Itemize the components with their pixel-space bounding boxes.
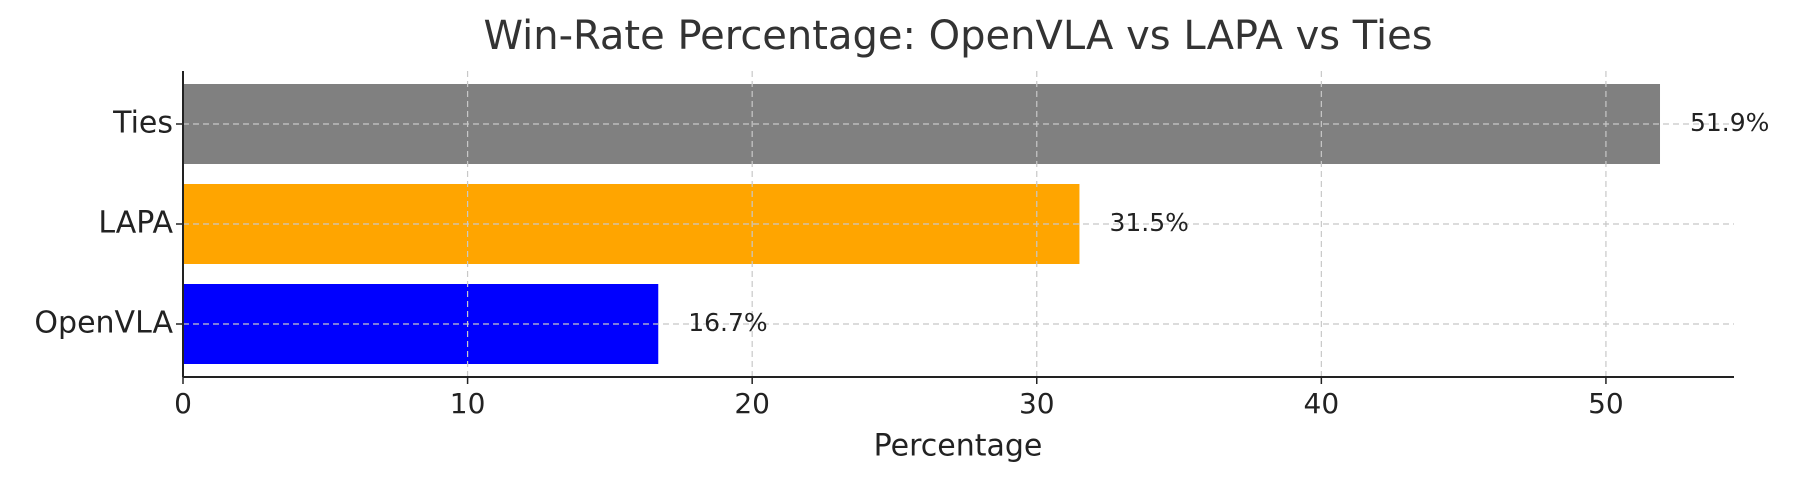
- x-tick-label: 10: [450, 387, 486, 420]
- x-tick-label: 0: [174, 387, 192, 420]
- value-label: 31.5%: [1109, 208, 1188, 237]
- value-label: 51.9%: [1690, 108, 1769, 137]
- y-tick-label: LAPA: [98, 206, 173, 241]
- value-label: 16.7%: [688, 308, 767, 337]
- y-tick-label: Ties: [112, 106, 173, 141]
- y-tick-label: OpenVLA: [34, 306, 173, 341]
- x-tick-label: 20: [734, 387, 770, 420]
- x-tick-label: 50: [1588, 387, 1624, 420]
- bar: [183, 184, 1080, 264]
- chart-title: Win-Rate Percentage: OpenVLA vs LAPA vs …: [483, 13, 1432, 59]
- bar: [183, 284, 659, 364]
- x-tick-label: 30: [1019, 387, 1055, 420]
- x-tick-label: 40: [1304, 387, 1340, 420]
- x-axis-label: Percentage: [874, 429, 1043, 464]
